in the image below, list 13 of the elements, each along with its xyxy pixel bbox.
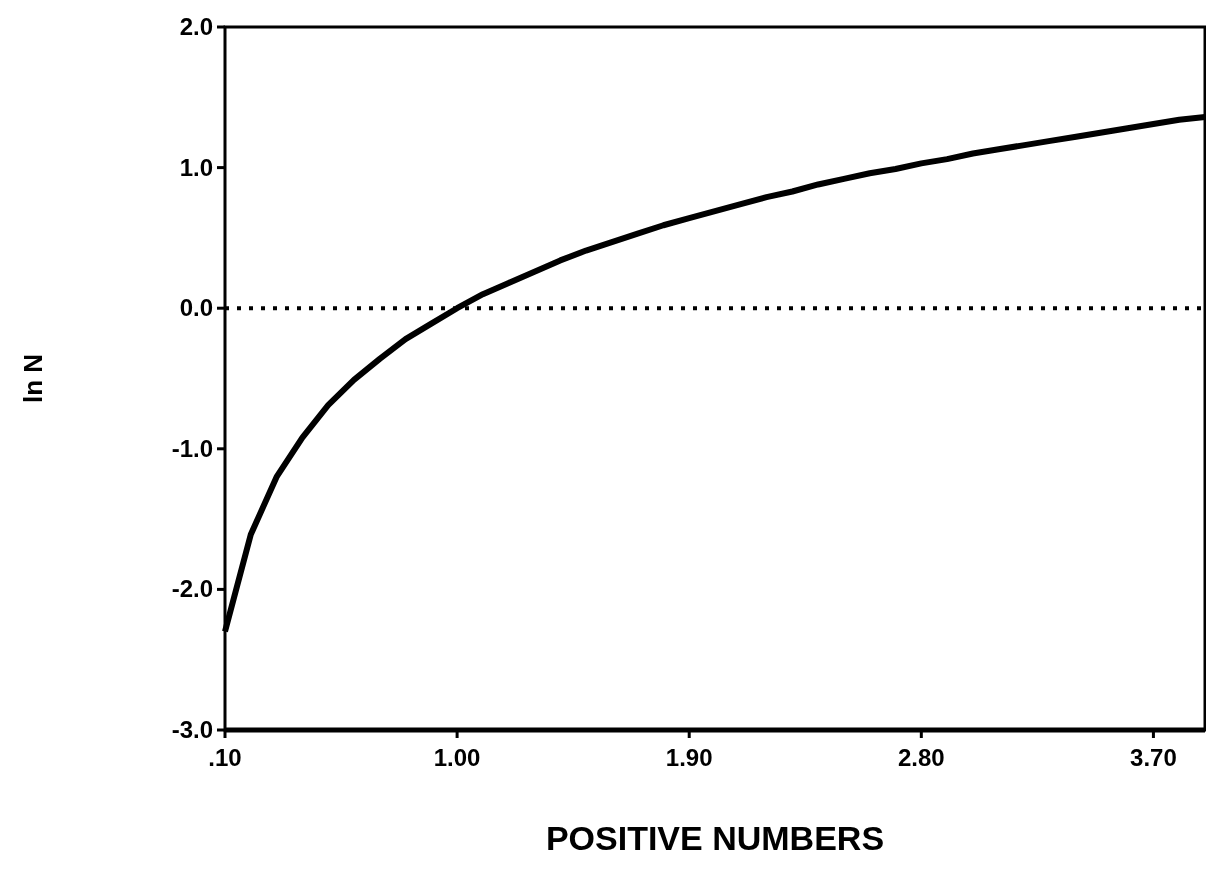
y-tick-label: -1.0 <box>171 434 213 462</box>
x-tick-label: 3.70 <box>1130 744 1177 771</box>
x-axis-title: POSITIVE NUMBERS <box>545 819 885 857</box>
y-tick-label: 0.0 <box>179 294 213 322</box>
y-axis-title: ln N <box>18 353 48 404</box>
y-tick-label: 2.0 <box>179 13 213 40</box>
x-tick-label: 1.90 <box>665 744 713 771</box>
x-tick-label: 1.00 <box>433 744 481 771</box>
y-tick-label: -3.0 <box>171 716 213 743</box>
x-tick-label: .10 <box>208 744 242 771</box>
y-tick-label: 1.0 <box>179 153 213 181</box>
y-tick-label: -2.0 <box>171 575 213 603</box>
x-tick-label: 2.80 <box>897 744 945 771</box>
